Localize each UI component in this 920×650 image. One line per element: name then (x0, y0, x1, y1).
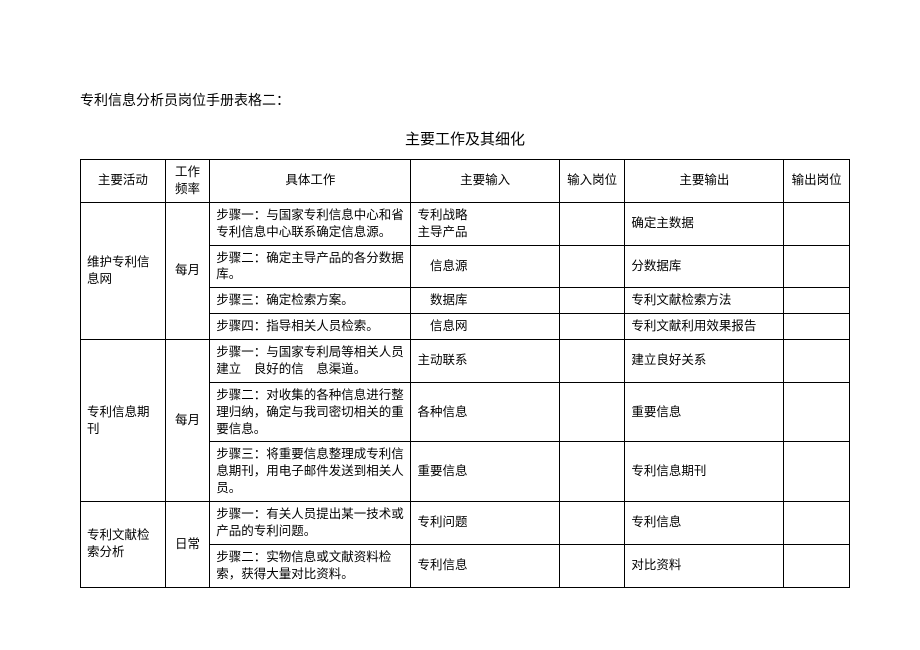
cell-inputpos (559, 442, 625, 502)
cell-output: 专利信息期刊 (625, 442, 784, 502)
cell-inputpos (559, 314, 625, 340)
cell-output: 专利文献检索方法 (625, 288, 784, 314)
cell-output: 对比资料 (625, 544, 784, 587)
cell-work: 步骤三：将重要信息整理成专利信息期刊，用电子邮件发送到相关人员。 (210, 442, 411, 502)
cell-activity: 维护专利信息网 (81, 202, 166, 339)
cell-work: 步骤一：有关人员提出某一技术或产品的专利问题。 (210, 502, 411, 545)
cell-input: 专利战略主导产品 (411, 202, 559, 245)
cell-outputpos (784, 314, 850, 340)
cell-inputpos (559, 544, 625, 587)
cell-output: 重要信息 (625, 382, 784, 442)
cell-outputpos (784, 442, 850, 502)
cell-outputpos (784, 202, 850, 245)
cell-output: 专利信息 (625, 502, 784, 545)
col-activity: 主要活动 (81, 160, 166, 203)
cell-input: 数据库 (411, 288, 559, 314)
table-title: 主要工作及其细化 (80, 128, 850, 149)
cell-inputpos (559, 382, 625, 442)
col-input: 主要输入 (411, 160, 559, 203)
cell-input: 重要信息 (411, 442, 559, 502)
cell-freq: 每月 (165, 340, 209, 502)
table-row: 专利信息期刊每月步骤一：与国家专利局等相关人员建立 良好的信 息渠道。主动联系建… (81, 340, 850, 383)
cell-activity: 专利信息期刊 (81, 340, 166, 502)
cell-input: 专利信息 (411, 544, 559, 587)
table-row: 专利文献检索分析日常步骤一：有关人员提出某一技术或产品的专利问题。专利问题专利信… (81, 502, 850, 545)
cell-inputpos (559, 202, 625, 245)
cell-outputpos (784, 544, 850, 587)
cell-inputpos (559, 340, 625, 383)
cell-output: 专利文献利用效果报告 (625, 314, 784, 340)
cell-work: 步骤三：确定检索方案。 (210, 288, 411, 314)
table-header-row: 主要活动 工作频率 具体工作 主要输入 输入岗位 主要输出 输出岗位 (81, 160, 850, 203)
col-output: 主要输出 (625, 160, 784, 203)
cell-freq: 日常 (165, 502, 209, 588)
col-freq: 工作频率 (165, 160, 209, 203)
table-row: 维护专利信息网每月步骤一：与国家专利信息中心和省专利信息中心联系确定信息源。专利… (81, 202, 850, 245)
cell-freq: 每月 (165, 202, 209, 339)
cell-work: 步骤二：确定主导产品的各分数据库。 (210, 245, 411, 288)
cell-work: 步骤一：与国家专利信息中心和省专利信息中心联系确定信息源。 (210, 202, 411, 245)
cell-output: 分数据库 (625, 245, 784, 288)
cell-work: 步骤二：实物信息或文献资料检索，获得大量对比资料。 (210, 544, 411, 587)
cell-input: 各种信息 (411, 382, 559, 442)
cell-work: 步骤二：对收集的各种信息进行整理归纳，确定与我司密切相关的重要信息。 (210, 382, 411, 442)
cell-outputpos (784, 502, 850, 545)
cell-work: 步骤四：指导相关人员检索。 (210, 314, 411, 340)
cell-inputpos (559, 245, 625, 288)
cell-input: 信息网 (411, 314, 559, 340)
cell-inputpos (559, 288, 625, 314)
cell-output: 建立良好关系 (625, 340, 784, 383)
cell-input: 信息源 (411, 245, 559, 288)
cell-activity: 专利文献检索分析 (81, 502, 166, 588)
cell-outputpos (784, 382, 850, 442)
document-title: 专利信息分析员岗位手册表格二： (80, 90, 850, 110)
cell-work: 步骤一：与国家专利局等相关人员建立 良好的信 息渠道。 (210, 340, 411, 383)
col-work: 具体工作 (210, 160, 411, 203)
cell-input: 专利问题 (411, 502, 559, 545)
cell-output: 确定主数据 (625, 202, 784, 245)
cell-input: 主动联系 (411, 340, 559, 383)
cell-outputpos (784, 340, 850, 383)
col-inputpos: 输入岗位 (559, 160, 625, 203)
main-table: 主要活动 工作频率 具体工作 主要输入 输入岗位 主要输出 输出岗位 维护专利信… (80, 159, 850, 588)
cell-outputpos (784, 245, 850, 288)
cell-outputpos (784, 288, 850, 314)
cell-inputpos (559, 502, 625, 545)
col-outputpos: 输出岗位 (784, 160, 850, 203)
